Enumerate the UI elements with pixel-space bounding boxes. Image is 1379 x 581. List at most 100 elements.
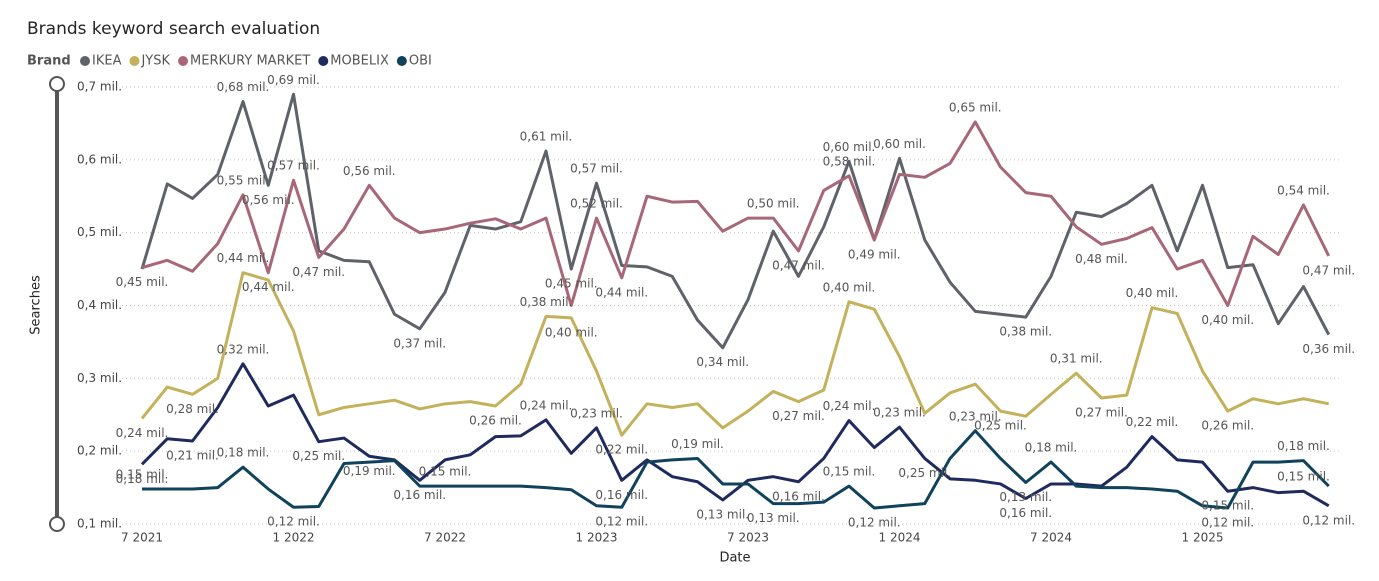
data-label: 0,68 mil. bbox=[217, 80, 270, 94]
data-label: 0,44 mil. bbox=[217, 251, 270, 265]
data-label: 0,52 mil. bbox=[570, 197, 623, 211]
data-label: 0,18 mil. bbox=[116, 472, 169, 486]
data-label: 0,19 mil. bbox=[343, 464, 396, 478]
legend-title: Brand bbox=[27, 54, 71, 69]
data-label: 0,12 mil. bbox=[848, 515, 901, 529]
data-label: 0,22 mil. bbox=[595, 443, 648, 457]
data-label: 0,34 mil. bbox=[696, 355, 749, 369]
data-label: 0,18 mil. bbox=[1025, 441, 1078, 455]
series-line bbox=[140, 271, 1330, 437]
legend-marker bbox=[178, 56, 189, 66]
x-tick-label: 7 2022 bbox=[424, 531, 466, 545]
data-label: 0,45 mil. bbox=[116, 275, 169, 289]
legend-label: MERKURY MARKET bbox=[190, 54, 310, 69]
data-label: 0,48 mil. bbox=[1075, 252, 1128, 266]
data-label: 0,57 mil. bbox=[267, 159, 320, 173]
data-label: 0,40 mil. bbox=[545, 325, 598, 339]
data-label: 0,16 mil. bbox=[595, 488, 648, 502]
data-label: 0,13 mil. bbox=[696, 507, 749, 521]
data-label: 0,12 mil. bbox=[595, 515, 648, 529]
data-label: 0,23 mil. bbox=[873, 406, 926, 420]
data-label: 0,69 mil. bbox=[267, 73, 320, 87]
data-label: 0,21 mil. bbox=[166, 448, 219, 462]
data-label: 0,12 mil. bbox=[267, 515, 320, 529]
data-label: 0,38 mil. bbox=[520, 295, 573, 309]
data-label: 0,61 mil. bbox=[520, 130, 573, 144]
data-label: 0,15 mil. bbox=[116, 468, 169, 482]
legend-label: JYSK bbox=[140, 54, 170, 69]
slider-handle[interactable] bbox=[49, 516, 65, 532]
data-label: 0,24 mil. bbox=[116, 426, 169, 440]
series-line bbox=[140, 362, 1330, 508]
data-label: 0,15 mil. bbox=[1277, 470, 1330, 484]
data-label: 0,13 mil. bbox=[999, 490, 1052, 504]
data-label: 0,37 mil. bbox=[393, 336, 446, 350]
y-tick-label: 0,6 mil. bbox=[77, 152, 122, 166]
data-label: 0,23 mil. bbox=[949, 409, 1002, 423]
data-label: 0,47 mil. bbox=[1302, 263, 1355, 277]
data-label: 0,58 mil. bbox=[823, 154, 876, 168]
data-label: 0,27 mil. bbox=[1075, 405, 1128, 419]
data-label: 0,47 mil. bbox=[772, 258, 825, 272]
x-tick-label: 1 2022 bbox=[273, 531, 315, 545]
data-label: 0,25 mil. bbox=[898, 466, 951, 480]
data-label: 0,13 mil. bbox=[747, 511, 800, 525]
data-label: 0,25 mil. bbox=[292, 449, 345, 463]
data-label: 0,40 mil. bbox=[1201, 313, 1254, 327]
y-tick-label: 0,5 mil. bbox=[77, 225, 122, 239]
chart-title: Brands keyword search evaluation bbox=[27, 19, 320, 39]
data-label: 0,32 mil. bbox=[217, 342, 270, 356]
series-line bbox=[141, 120, 1331, 307]
y-tick-label: 0,4 mil. bbox=[77, 298, 122, 312]
data-label: 0,27 mil. bbox=[772, 409, 825, 423]
legend-label: MOBELIX bbox=[330, 54, 389, 69]
x-axis-title: Date bbox=[719, 551, 750, 566]
data-label: 0,57 mil. bbox=[570, 162, 623, 176]
data-label: 0,28 mil. bbox=[166, 402, 219, 416]
legend-label: IKEA bbox=[92, 54, 122, 69]
data-label: 0,19 mil. bbox=[671, 437, 724, 451]
x-tick-label: 1 2025 bbox=[1182, 531, 1224, 545]
data-label: 0,40 mil. bbox=[823, 280, 876, 294]
data-label: 0,44 mil. bbox=[595, 285, 648, 299]
data-label: 0,56 mil. bbox=[343, 164, 396, 178]
legend-marker bbox=[318, 56, 329, 66]
data-label: 0,56 mil. bbox=[242, 193, 295, 207]
data-label: 0,15 mil. bbox=[419, 465, 472, 479]
data-label: 0,18 mil. bbox=[217, 446, 270, 460]
legend-label: OBI bbox=[409, 54, 432, 69]
data-label: 0,23 mil. bbox=[570, 406, 623, 420]
data-label: 0,22 mil. bbox=[1126, 415, 1179, 429]
data-label: 0,60 mil. bbox=[873, 137, 926, 151]
data-label: 0,60 mil. bbox=[823, 140, 876, 154]
data-label: 0,36 mil. bbox=[1302, 342, 1355, 356]
data-label: 0,31 mil. bbox=[1050, 352, 1103, 366]
x-tick-label: 7 2024 bbox=[1030, 531, 1072, 545]
x-tick-label: 1 2023 bbox=[576, 531, 618, 545]
legend-marker bbox=[129, 56, 140, 66]
data-label: 0,54 mil. bbox=[1277, 183, 1330, 197]
data-label: 0,55 mil. bbox=[217, 173, 270, 187]
data-label: 0,49 mil. bbox=[848, 247, 901, 261]
data-label: 0,25 mil. bbox=[974, 419, 1027, 433]
data-label: 0,16 mil. bbox=[393, 488, 446, 502]
data-label: 0,45 mil. bbox=[545, 277, 598, 291]
data-label: 0,16 mil. bbox=[772, 489, 825, 503]
x-tick-label: 7 2021 bbox=[121, 531, 163, 545]
y-tick-label: 0,7 mil. bbox=[77, 80, 122, 94]
series-line bbox=[142, 429, 1330, 510]
data-label: 0,40 mil. bbox=[1126, 286, 1179, 300]
data-label: 0,18 mil. bbox=[1277, 439, 1330, 453]
legend-marker bbox=[396, 56, 407, 66]
y-tick-label: 0,1 mil. bbox=[77, 517, 122, 531]
data-label: 0,24 mil. bbox=[823, 399, 876, 413]
y-tick-label: 0,3 mil. bbox=[77, 371, 122, 385]
x-tick-label: 7 2023 bbox=[727, 531, 769, 545]
data-label: 0,15 mil. bbox=[1201, 499, 1254, 513]
data-label: 0,12 mil. bbox=[1201, 515, 1254, 529]
legend-marker bbox=[80, 56, 90, 66]
data-label: 0,38 mil. bbox=[999, 325, 1052, 339]
slider-handle[interactable] bbox=[49, 76, 65, 92]
series-line bbox=[140, 92, 1331, 350]
